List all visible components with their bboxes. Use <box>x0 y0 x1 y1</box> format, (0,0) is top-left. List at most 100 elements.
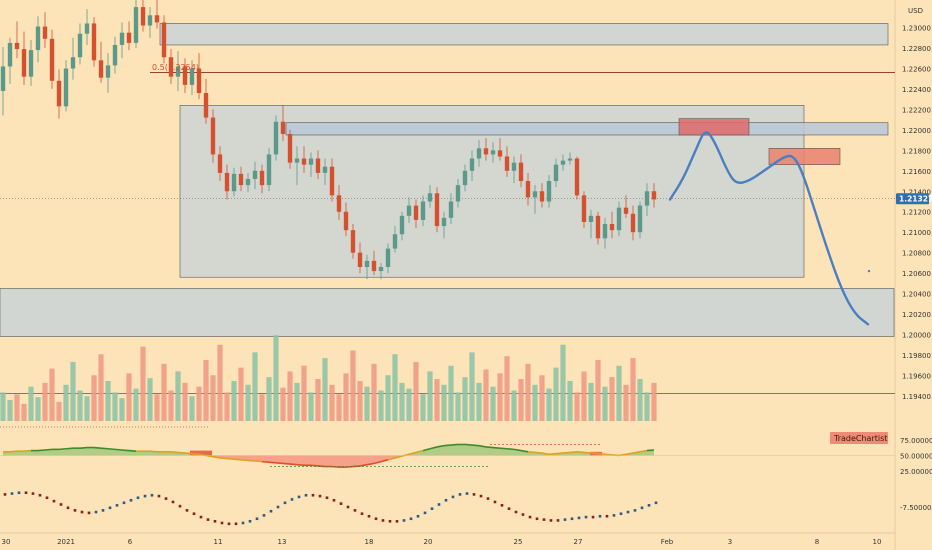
time-tick-label: 25 <box>514 538 523 546</box>
candle-body <box>392 234 398 249</box>
indicator-line <box>37 449 46 452</box>
price-tick-label: 1.21000 <box>902 229 931 237</box>
volume-bar <box>441 384 447 421</box>
candle-body <box>434 193 440 227</box>
oscillator-dot <box>17 491 21 495</box>
volume-bar <box>252 352 258 421</box>
indicator-line <box>646 449 655 452</box>
oscillator-dot <box>416 514 420 518</box>
volume-bar <box>385 375 391 421</box>
indicator-fill <box>115 449 122 456</box>
indicator-line <box>65 447 74 450</box>
oscillator-dot <box>409 517 413 521</box>
volume-bar <box>651 382 657 421</box>
candle-body <box>413 205 419 220</box>
candle-body <box>553 164 559 182</box>
oscillator-dot <box>171 500 175 504</box>
indicator-fill <box>318 455 325 467</box>
volume-bar <box>602 386 608 421</box>
indicator-line <box>506 447 515 451</box>
oscillator-dot <box>10 492 14 495</box>
volume-bar <box>644 392 650 421</box>
volume-bar <box>238 367 244 421</box>
volume-bar <box>574 392 580 421</box>
candle-body <box>455 185 461 202</box>
indicator-fill <box>472 445 479 456</box>
indicator-label: TradeChartist <box>833 434 887 443</box>
candle-body <box>602 224 608 239</box>
candle-body <box>154 15 160 23</box>
indicator-fill <box>87 447 94 456</box>
time-tick-label: 13 <box>278 538 287 546</box>
indicator-line <box>534 451 543 454</box>
indicator-fill <box>346 455 353 468</box>
indicator-line <box>184 452 193 455</box>
volume-bar <box>273 335 279 421</box>
oscillator-dot <box>549 519 553 522</box>
volume-bar <box>588 382 594 421</box>
indicator-fill <box>647 449 654 456</box>
candle-body <box>245 178 251 186</box>
indicator-line <box>450 443 459 446</box>
volume-bar <box>203 359 209 421</box>
volume-bar <box>301 365 307 421</box>
indicator-fill <box>437 445 444 456</box>
indicator-line <box>597 452 606 456</box>
oscillator-dot <box>381 519 385 522</box>
volume-bar <box>336 394 342 421</box>
candle-body <box>532 191 538 198</box>
indicator-line <box>366 462 375 466</box>
volume-bar <box>210 375 216 421</box>
oscillator-dot <box>402 519 406 522</box>
volume-bar <box>49 368 55 421</box>
candle-body <box>364 260 370 267</box>
oscillator-dot <box>234 522 238 526</box>
indicator-line <box>422 447 431 452</box>
candle-body <box>273 121 279 155</box>
volume-bar <box>378 390 384 421</box>
oscillator-dot <box>507 507 511 510</box>
oscillator-dot <box>24 491 28 495</box>
oscillator-dot <box>605 514 609 518</box>
candle-body <box>196 68 202 94</box>
indicator-line <box>93 446 102 449</box>
indicator-line <box>499 447 508 450</box>
oscillator-dot <box>3 493 7 496</box>
indicator-fill <box>353 455 360 467</box>
candle-body <box>182 66 188 85</box>
oscillator-dot <box>353 509 357 512</box>
oscillator-dot <box>542 518 546 521</box>
indicator-fill <box>17 451 24 456</box>
oscillator-dot <box>304 493 308 497</box>
oscillator-dot <box>66 506 70 510</box>
candle-body <box>98 60 104 78</box>
candle-body <box>329 166 335 196</box>
candle-body <box>427 193 433 202</box>
indicator-line <box>128 449 137 453</box>
volume-bar <box>7 400 13 421</box>
time-tick-label: 18 <box>365 538 374 546</box>
oscillator-dot <box>45 496 49 500</box>
oscillator-dot <box>535 517 539 521</box>
price-tick-label: 1.22800 <box>902 45 931 53</box>
oscillator-dot <box>598 514 602 518</box>
indicator-fill <box>143 451 150 456</box>
oscillator-dot <box>248 519 252 523</box>
support-zone <box>0 288 895 337</box>
indicator-line <box>387 457 396 461</box>
indicator-fill <box>500 448 507 456</box>
indicator-line <box>23 449 32 453</box>
indicator-fill <box>465 444 472 456</box>
candle-body <box>567 158 573 161</box>
candle-body <box>637 205 643 233</box>
indicator-fill <box>325 455 332 467</box>
volume-bar <box>539 375 545 421</box>
candle-body <box>644 191 650 206</box>
volume-bar <box>560 344 566 421</box>
candle-body <box>399 215 405 235</box>
candle-body <box>301 158 307 165</box>
indicator-line <box>254 460 263 463</box>
last-price-value: 1.21327 <box>899 195 932 204</box>
volume-bar <box>91 375 97 421</box>
